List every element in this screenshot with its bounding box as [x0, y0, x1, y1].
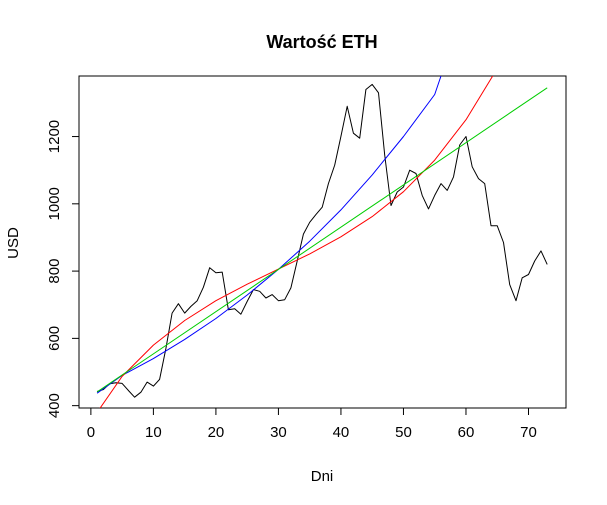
x-tick-label: 20 [208, 424, 225, 441]
x-tick-label: 10 [145, 424, 162, 441]
series-layer [96, 76, 548, 408]
x-tick-label: 50 [395, 424, 412, 441]
y-axis-label: USD [5, 227, 22, 259]
green-fit-line [96, 87, 548, 393]
blue-fit-line [96, 76, 442, 394]
y-tick-label: 1000 [46, 187, 63, 220]
x-tick-label: 30 [270, 424, 287, 441]
x-tick-label: 60 [458, 424, 475, 441]
y-tick-label: 800 [46, 259, 63, 284]
x-tick-label: 70 [520, 424, 537, 441]
y-axis: 400 600 800 1000 1200 [46, 120, 80, 418]
chart-title: Wartość ETH [266, 32, 377, 52]
plot-frame [78, 75, 567, 409]
price-line [96, 83, 548, 398]
y-tick-label: 400 [46, 393, 63, 418]
red-fit-line [99, 76, 494, 408]
x-tick-label: 0 [87, 424, 95, 441]
y-tick-label: 1200 [46, 120, 63, 153]
x-tick-label: 40 [333, 424, 350, 441]
x-axis: 0 10 20 30 40 50 60 70 [87, 407, 537, 441]
x-axis-label: Dni [311, 468, 334, 485]
y-tick-label: 600 [46, 326, 63, 351]
